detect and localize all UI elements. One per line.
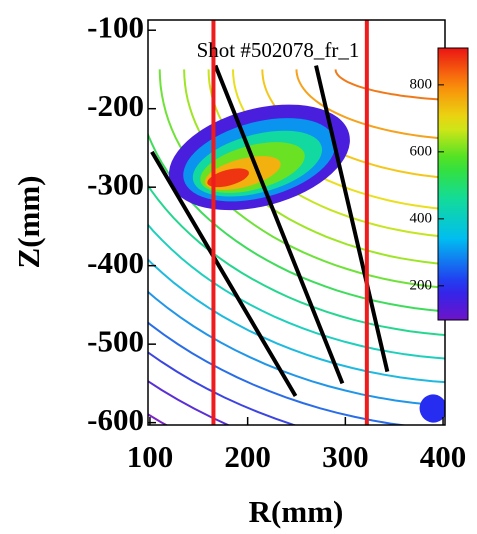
colorbar-tick-label: 400 (410, 210, 433, 226)
y-tick-label: -300 (87, 166, 144, 201)
y-tick-label: -500 (87, 323, 144, 358)
plot-area (0, 20, 477, 505)
y-tick-label: -600 (87, 402, 144, 437)
x-axis-label: R(mm) (249, 494, 344, 529)
y-tick-label: -100 (87, 9, 144, 44)
chart: R(mm) Z(mm) Shot #502078_fr_1 100 200 300 4… (0, 0, 477, 534)
colorbar-tick-label: 800 (410, 76, 433, 92)
colorbar (438, 48, 468, 320)
chart-title: Shot #502078_fr_1 (197, 38, 360, 62)
y-tick-label: -400 (87, 245, 144, 280)
x-tick-label: 400 (420, 439, 467, 474)
x-tick-label: 100 (127, 439, 174, 474)
x-tick-label: 200 (224, 439, 271, 474)
x-tick-label: 300 (322, 439, 369, 474)
colorbar-tick-label: 200 (410, 277, 433, 293)
y-tick-label: -200 (87, 88, 144, 123)
chord (316, 66, 387, 372)
colorbar-tick-label: 600 (410, 143, 433, 159)
y-axis-label: Z(mm) (11, 176, 46, 269)
